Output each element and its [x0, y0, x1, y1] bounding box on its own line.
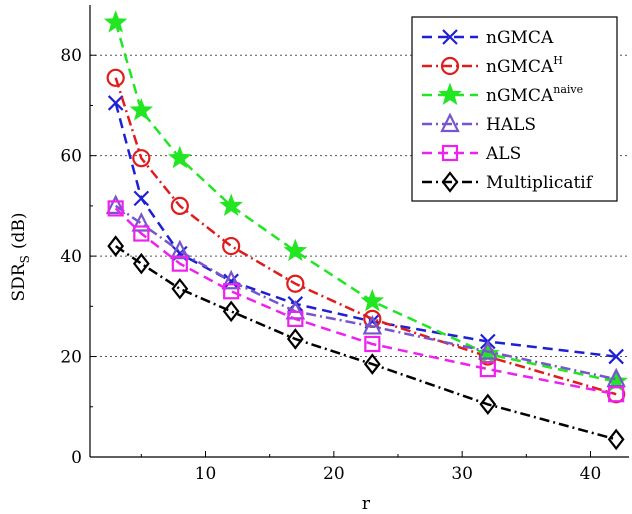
series-hals — [105, 194, 626, 388]
point-ngmca-naive-2 — [168, 145, 192, 169]
legend-box — [411, 16, 618, 202]
legend-label-main-ngmca-h: nGMCA — [486, 57, 554, 77]
legend-marker-ngmca — [442, 29, 458, 45]
x-tick-label-20: 20 — [323, 464, 345, 484]
legend-item-ngmca-naive: nGMCAnaive — [422, 82, 583, 106]
point-ngmca-naive-5 — [360, 288, 385, 312]
legend-marker-ngmca-naive — [438, 82, 462, 106]
legend-marker-als — [441, 144, 459, 162]
series-line-ngmca-h — [114, 77, 617, 396]
point-als-5 — [364, 335, 381, 353]
point-hals-1 — [131, 212, 152, 232]
point-multiplicatif-4 — [286, 328, 304, 350]
point-ngmca-1 — [133, 190, 150, 207]
point-als-1 — [133, 225, 150, 242]
y-axis-label-unit: (dB) — [9, 213, 29, 250]
series-line-ngmca — [114, 102, 617, 358]
legend-marker-ngmca-h — [440, 56, 460, 76]
point-ngmca-3-stroke-b — [223, 273, 239, 290]
legend-label-main-als: ALS — [485, 144, 521, 164]
legend-item-ngmca: nGMCA — [422, 28, 554, 48]
series-line-als — [114, 207, 617, 396]
legend-label-hals: HALS — [486, 115, 536, 135]
point-als-0 — [107, 200, 124, 217]
point-als-6 — [479, 361, 496, 378]
legend-label-main-hals: HALS — [486, 115, 536, 135]
legend-item-multiplicatif: Multiplicatif — [422, 171, 594, 193]
series-ngmca-naive — [103, 10, 628, 392]
point-ngmca-naive-4 — [283, 238, 308, 262]
point-multiplicatif-1 — [132, 252, 150, 275]
legend-label-ngmca-naive: nGMCAnaive — [486, 83, 583, 106]
x-tick-label-10: 10 — [195, 464, 217, 484]
legend: nGMCAnGMCAHnGMCAnaiveHALSALSMultiplicati… — [411, 16, 618, 202]
point-ngmca-7-stroke-b — [608, 348, 624, 365]
point-multiplicatif-2 — [171, 277, 189, 300]
point-hals-0 — [105, 194, 126, 214]
point-ngmca-h-4 — [286, 274, 305, 293]
point-ngmca-naive-3 — [219, 193, 243, 216]
point-als-3 — [223, 283, 240, 300]
point-als-7 — [608, 386, 625, 403]
axes — [89, 5, 629, 458]
legend-label-ngmca: nGMCA — [486, 28, 554, 48]
legend-marker-hals — [440, 112, 460, 133]
point-multiplicatif-7 — [607, 428, 625, 451]
legend-label-main-ngmca-naive: nGMCA — [486, 86, 554, 106]
point-hals-6 — [478, 340, 498, 360]
point-als-2 — [171, 255, 188, 272]
series-multiplicatif — [107, 235, 625, 451]
legend-marker-ngmca-stroke-b — [442, 29, 458, 45]
point-ngmca-h-0 — [106, 68, 125, 87]
series-als — [107, 200, 625, 403]
x-axis-label: r — [362, 494, 371, 514]
point-ngmca-0-stroke-b — [107, 95, 124, 111]
legend-label-als: ALS — [485, 144, 521, 164]
series-line-multiplicatif — [114, 245, 617, 441]
legend-item-ngmca-h: nGMCAH — [422, 54, 563, 77]
point-ngmca-h-2 — [170, 196, 189, 215]
point-ngmca-0 — [107, 95, 124, 111]
point-ngmca-7 — [608, 348, 624, 365]
point-multiplicatif-3 — [222, 300, 240, 323]
y-axis-label: SDRS (dB) — [9, 213, 32, 302]
point-als-4 — [287, 310, 304, 327]
point-ngmca-naive-0 — [103, 10, 128, 33]
y-tick-label-0: 0 — [71, 448, 82, 468]
y-tick-label-60: 60 — [60, 147, 82, 167]
point-hals-5 — [362, 314, 383, 335]
point-ngmca-h-1 — [132, 149, 151, 168]
y-axis-label-subscript: S — [18, 255, 32, 263]
legend-marker-multiplicatif — [441, 171, 459, 193]
y-tick-label-20: 20 — [60, 348, 82, 368]
point-ngmca-naive-1 — [129, 98, 154, 121]
point-multiplicatif-0 — [107, 235, 125, 257]
point-hals-2 — [170, 239, 190, 260]
point-multiplicatif-5 — [363, 353, 381, 375]
legend-label-sup-ngmca-naive: naive — [553, 83, 583, 96]
legend-item-hals: HALS — [422, 112, 536, 135]
legend-label-ngmca-h: nGMCAH — [486, 54, 563, 77]
y-tick-label-40: 40 — [60, 247, 82, 267]
series-line-hals — [114, 204, 617, 381]
point-multiplicatif-6 — [479, 393, 497, 416]
legend-label-main-ngmca: nGMCA — [486, 28, 554, 48]
x-tick-label-30: 30 — [451, 464, 473, 484]
legend-label-multiplicatif: Multiplicatif — [486, 173, 594, 193]
point-hals-3 — [221, 269, 241, 290]
legend-label-main-multiplicatif: Multiplicatif — [486, 173, 594, 193]
y-tick-label-80: 80 — [60, 46, 82, 66]
point-ngmca-3 — [223, 273, 239, 290]
tick-labels: 0 20 40 60 80 10 20 30 40 — [60, 46, 601, 484]
legend-label-sup-ngmca-h: H — [553, 54, 563, 67]
y-axis-label-main: SDR — [9, 262, 29, 301]
point-ngmca-1-stroke-b — [133, 190, 150, 207]
legend-item-als: ALS — [422, 144, 521, 164]
x-tick-label-40: 40 — [580, 464, 602, 484]
point-ngmca-h-3 — [222, 236, 241, 256]
series-group — [103, 10, 628, 451]
